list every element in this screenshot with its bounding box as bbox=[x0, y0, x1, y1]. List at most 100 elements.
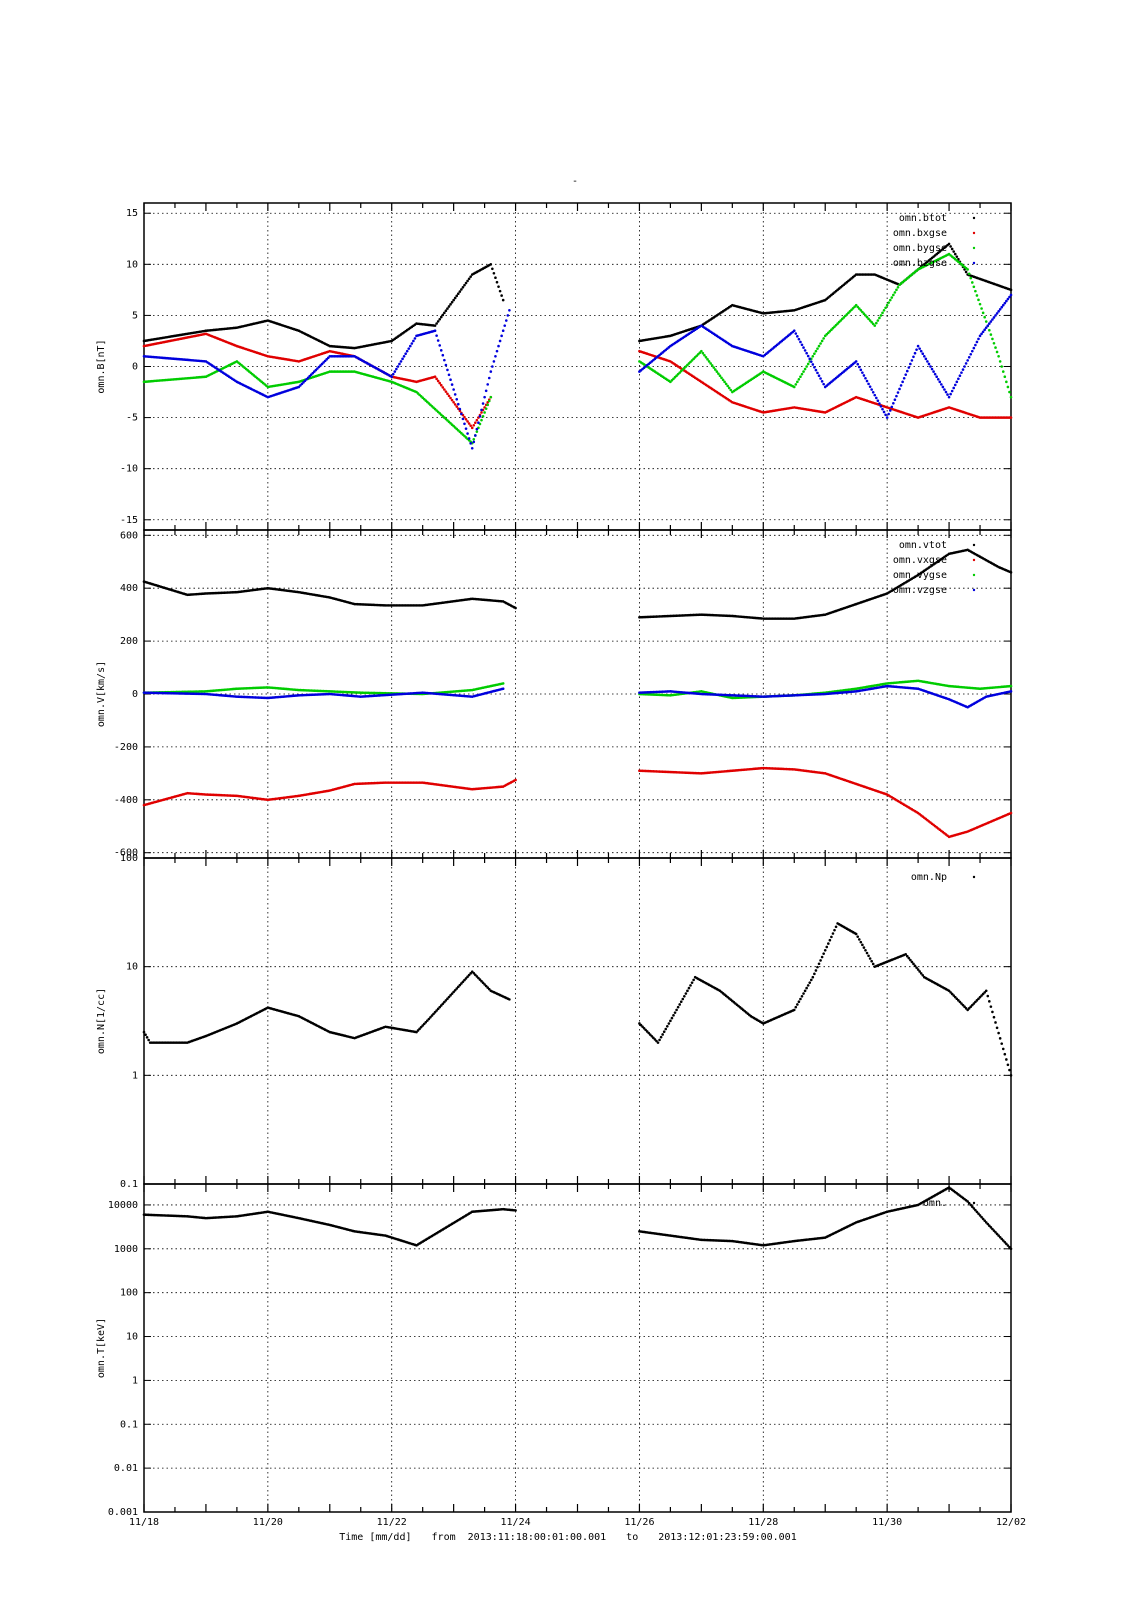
data-point bbox=[1006, 1063, 1010, 1067]
data-point bbox=[466, 279, 469, 283]
data-point bbox=[453, 988, 457, 992]
data-point bbox=[483, 395, 486, 399]
data-point bbox=[888, 409, 892, 412]
y-tick-label: 100 bbox=[120, 1288, 138, 1299]
data-point bbox=[460, 412, 463, 416]
data-point bbox=[393, 370, 397, 373]
data-point bbox=[794, 332, 798, 335]
data-point bbox=[723, 380, 726, 384]
data-point bbox=[486, 403, 490, 407]
legend-entry: omn.bygse bbox=[893, 243, 947, 254]
data-point bbox=[907, 956, 911, 960]
data-point bbox=[681, 997, 685, 1001]
data-point bbox=[391, 372, 395, 376]
data-point bbox=[875, 321, 878, 325]
data-point bbox=[436, 379, 440, 383]
data-point bbox=[460, 288, 463, 291]
data-point bbox=[882, 308, 886, 312]
data-point bbox=[497, 344, 500, 348]
data-point bbox=[395, 367, 398, 371]
data-point bbox=[989, 320, 993, 323]
data-point bbox=[896, 391, 900, 394]
data-point bbox=[436, 320, 440, 323]
data-point bbox=[455, 987, 459, 990]
data-point bbox=[446, 368, 449, 372]
data-point bbox=[456, 292, 460, 295]
data-point bbox=[486, 383, 490, 386]
data-point bbox=[864, 949, 867, 952]
series-omn-bxgse bbox=[142, 332, 1013, 430]
data-point bbox=[981, 311, 985, 315]
data-point bbox=[972, 285, 976, 289]
data-point bbox=[407, 347, 411, 350]
data-point bbox=[949, 991, 952, 994]
data-point bbox=[857, 307, 861, 310]
data-point bbox=[995, 1026, 999, 1030]
data-point bbox=[701, 351, 705, 355]
data-point bbox=[868, 385, 872, 388]
data-point bbox=[665, 1024, 669, 1028]
data-point bbox=[444, 999, 448, 1002]
data-point bbox=[1000, 305, 1004, 309]
data-point bbox=[799, 340, 802, 344]
data-point bbox=[644, 1028, 647, 1032]
data-point bbox=[958, 374, 962, 377]
data-point bbox=[865, 951, 869, 955]
data-point bbox=[489, 263, 493, 266]
data-point bbox=[909, 362, 912, 366]
data-point bbox=[797, 337, 801, 341]
y-tick-label: -10 bbox=[120, 464, 138, 475]
data-point bbox=[683, 994, 686, 998]
data-point bbox=[969, 352, 973, 356]
data-point bbox=[715, 370, 719, 373]
data-point bbox=[645, 1030, 649, 1033]
data-point bbox=[893, 398, 897, 402]
data-point bbox=[792, 329, 796, 333]
data-point bbox=[464, 417, 468, 421]
data-point bbox=[904, 952, 908, 956]
data-point bbox=[901, 380, 904, 384]
data-point bbox=[827, 942, 830, 945]
data-point bbox=[929, 365, 932, 368]
data-point bbox=[501, 329, 505, 333]
data-point bbox=[472, 440, 476, 444]
data-point bbox=[474, 421, 477, 425]
data-point bbox=[508, 308, 511, 312]
data-point bbox=[796, 335, 799, 338]
data-point bbox=[984, 326, 988, 329]
data-point bbox=[813, 365, 816, 369]
data-point bbox=[854, 360, 858, 363]
data-point bbox=[932, 370, 935, 373]
data-point bbox=[514, 606, 517, 610]
data-point bbox=[966, 268, 969, 271]
data-point bbox=[480, 979, 483, 983]
data-point bbox=[390, 375, 394, 379]
data-point bbox=[1008, 295, 1011, 299]
data-point bbox=[1009, 571, 1013, 574]
data-point bbox=[464, 427, 468, 430]
data-point bbox=[991, 318, 994, 321]
data-point bbox=[961, 1003, 965, 1007]
data-point bbox=[450, 398, 454, 402]
data-point bbox=[802, 346, 805, 349]
data-point bbox=[978, 334, 982, 338]
data-point bbox=[902, 376, 906, 380]
data-point bbox=[862, 374, 866, 377]
data-point bbox=[1001, 1047, 1005, 1051]
data-point bbox=[950, 247, 954, 251]
data-point bbox=[452, 388, 455, 391]
data-point bbox=[491, 267, 494, 271]
data-point bbox=[658, 1038, 661, 1042]
data-point bbox=[856, 935, 860, 938]
data-point bbox=[935, 375, 938, 379]
data-point bbox=[466, 975, 469, 979]
data-point bbox=[977, 997, 980, 1001]
legend-entry: omn.bzgse bbox=[893, 258, 947, 269]
data-point bbox=[461, 417, 465, 421]
data-point bbox=[998, 360, 1002, 363]
y-tick-label: 0.1 bbox=[120, 1419, 138, 1430]
data-point bbox=[904, 373, 908, 376]
y-tick-label: 1000 bbox=[114, 1244, 138, 1255]
data-point bbox=[944, 390, 948, 394]
data-point bbox=[816, 371, 819, 375]
